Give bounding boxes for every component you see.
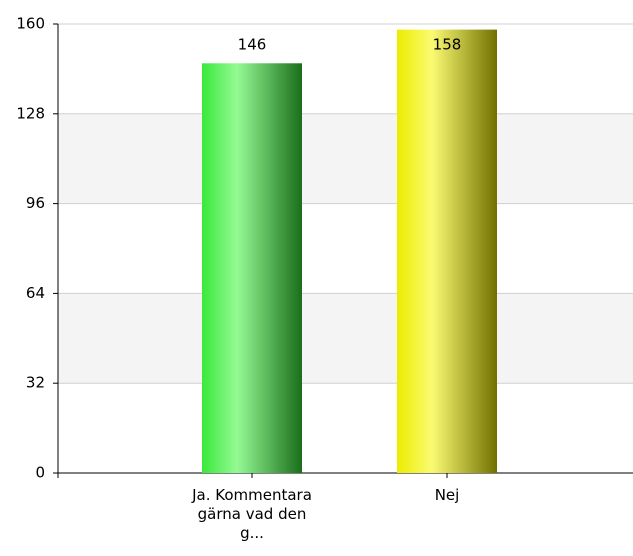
y-tick-label: 96 — [26, 194, 45, 212]
bar — [397, 29, 497, 474]
grid-band — [58, 293, 633, 384]
y-tick-label: 128 — [16, 104, 45, 122]
y-tick-label: 64 — [26, 284, 45, 302]
data-label: 146 — [238, 36, 267, 54]
x-tick-label: Nej — [434, 486, 460, 504]
grid-band — [58, 113, 633, 204]
data-label: 158 — [433, 36, 462, 54]
y-tick-label: 0 — [35, 464, 45, 482]
bar — [202, 63, 302, 473]
y-tick-label: 160 — [16, 15, 45, 33]
x-tick-label: Ja. Kommentara gärna vad den g... — [192, 486, 312, 542]
y-tick-label: 32 — [26, 374, 45, 392]
